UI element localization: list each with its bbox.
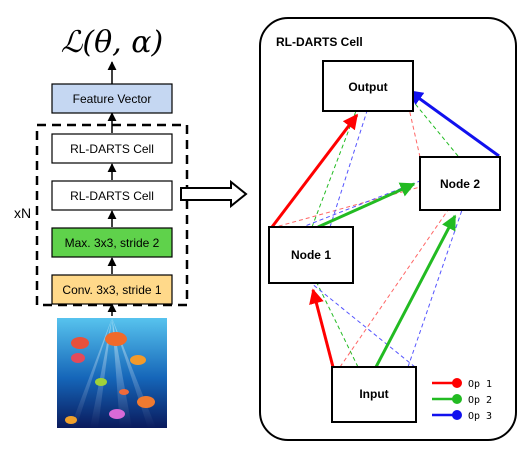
node-label: Output [348, 80, 387, 94]
legend-item-op2: Op 2 [432, 394, 492, 406]
node-input: Input [331, 366, 417, 423]
stack-block-rl-darts-cell-bottom: RL-DARTS Cell [51, 180, 173, 211]
legend-item-op1: Op 1 [432, 378, 492, 390]
stack-block-maxpool: Max. 3x3, stride 2 [51, 227, 173, 258]
stack-block-conv: Conv. 3x3, stride 1 [51, 274, 173, 305]
legend-label: Op 1 [468, 379, 492, 390]
stack-block-feature-vector: Feature Vector [51, 83, 173, 114]
block-label: Conv. 3x3, stride 1 [62, 283, 161, 297]
edge-input-node1-op2 [316, 282, 359, 368]
edge-node2-output-selected-op3 [407, 89, 500, 158]
node-2: Node 2 [419, 156, 501, 211]
edge-node1-output-op3 [329, 110, 368, 228]
edge-input-node1-selected-op1 [309, 288, 335, 368]
edge-input-node2-selected-op2 [374, 214, 457, 368]
edge-node1-node2-selected-op2 [317, 182, 416, 229]
legend: Op 1 Op 2 Op 3 [432, 378, 492, 422]
cell-edges [270, 89, 500, 368]
legend-item-op3: Op 3 [432, 410, 492, 422]
block-label: RL-DARTS Cell [70, 189, 154, 203]
repeat-label: xN [14, 205, 31, 221]
edge-node2-output-op2 [411, 99, 459, 157]
edge-input-node2-op1 [339, 209, 449, 368]
edge-node2-output-op1 [407, 103, 421, 158]
block-label: Max. 3x3, stride 2 [65, 236, 160, 250]
stack-block-rl-darts-cell-top: RL-DARTS Cell [51, 133, 173, 164]
edge-node1-output-selected-op1 [270, 113, 359, 228]
block-label: RL-DARTS Cell [70, 142, 154, 156]
input-image [57, 318, 167, 428]
node-label: Node 1 [291, 248, 331, 262]
legend-label: Op 2 [468, 395, 492, 406]
node-label: Input [359, 387, 388, 401]
repeat-box [35, 123, 189, 307]
block-label: Feature Vector [73, 92, 152, 106]
cell-panel-title: RL-DARTS Cell [276, 35, 363, 49]
node-1: Node 1 [268, 226, 354, 284]
edge-input-node1-op3 [310, 282, 416, 368]
loss-label: ℒ(θ, α) [61, 25, 163, 60]
legend-label: Op 3 [468, 411, 492, 422]
expand-arrow [180, 179, 248, 209]
node-label: Node 2 [440, 177, 480, 191]
node-output: Output [322, 60, 414, 112]
